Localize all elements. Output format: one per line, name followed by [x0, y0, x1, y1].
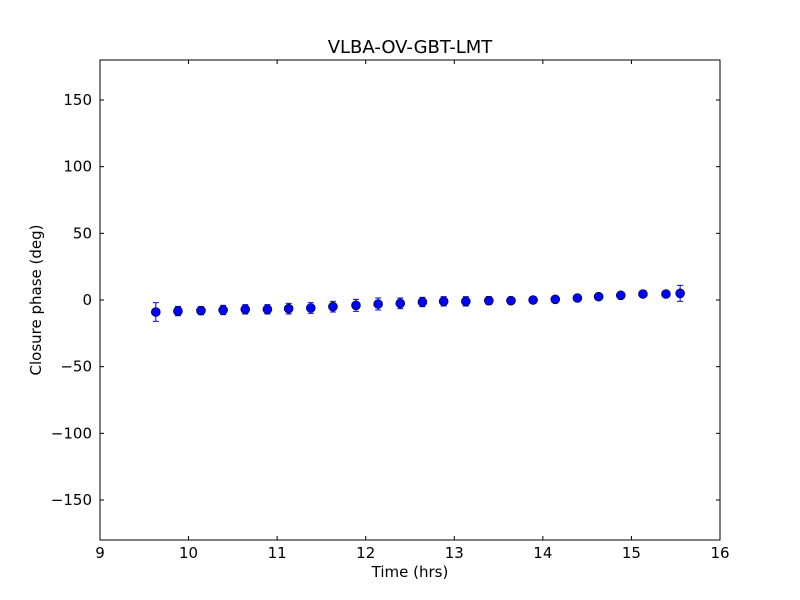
- x-tick-label: 14: [533, 544, 552, 562]
- data-point: [328, 301, 338, 312]
- chart-title: VLBA-OV-GBT-LMT: [328, 37, 494, 58]
- x-tick-label: 10: [179, 544, 198, 562]
- data-point: [661, 289, 671, 299]
- data-point: [528, 295, 538, 305]
- y-axis-label: Closure phase (deg): [27, 225, 45, 376]
- y-tick-label: −100: [51, 424, 92, 442]
- y-tick-label: 50: [73, 224, 92, 242]
- x-tick-label: 12: [356, 544, 375, 562]
- data-point: [638, 289, 648, 299]
- x-axis-label: Time (hrs): [371, 563, 449, 581]
- axes-frame: [99, 59, 721, 541]
- data-point: [615, 290, 626, 301]
- x-tick-label: 15: [622, 544, 641, 562]
- data-point: [305, 303, 316, 313]
- data-point: [283, 303, 294, 314]
- data-point: [351, 300, 361, 311]
- x-tick-label: 11: [268, 544, 287, 562]
- data-marks: [151, 284, 685, 322]
- y-tick-label: 100: [63, 158, 92, 176]
- data-point: [373, 299, 383, 309]
- data-point: [395, 298, 406, 309]
- y-tick-label: 0: [82, 291, 92, 309]
- data-point: [438, 296, 449, 307]
- data-point: [572, 293, 583, 303]
- data-point: [196, 305, 206, 316]
- data-point: [240, 304, 251, 315]
- x-tick-label: 13: [445, 544, 464, 562]
- data-point: [484, 295, 494, 306]
- data-point: [151, 307, 161, 317]
- data-point: [173, 306, 183, 316]
- x-tick-label: 9: [95, 544, 105, 562]
- x-tick-label: 16: [710, 544, 729, 562]
- y-tick-label: −150: [51, 491, 92, 509]
- data-point: [506, 295, 516, 306]
- data-point: [460, 296, 471, 307]
- ticks: 9 10 11 12 13 14 15 16 −150 −100 −50 0 50 100 150: [51, 60, 730, 562]
- data-point: [262, 304, 273, 315]
- y-tick-label: 150: [63, 91, 92, 109]
- y-tick-label: −50: [60, 358, 92, 376]
- data-point: [550, 294, 561, 305]
- data-point: [218, 305, 228, 315]
- data-point: [675, 288, 685, 299]
- data-point: [593, 291, 604, 302]
- data-point: [417, 297, 428, 307]
